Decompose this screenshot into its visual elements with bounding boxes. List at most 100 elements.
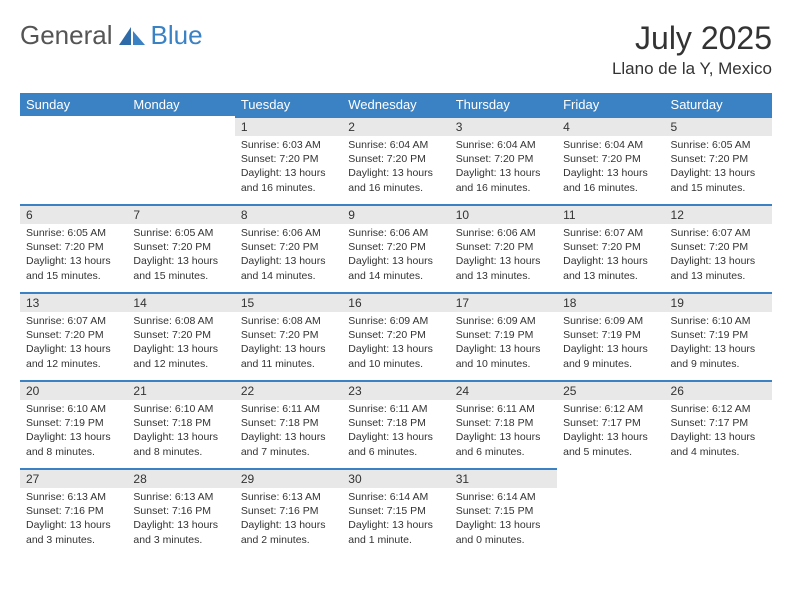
day-cell: 3Sunrise: 6:04 AMSunset: 7:20 PMDaylight…	[450, 116, 557, 204]
day-cell: 12Sunrise: 6:07 AMSunset: 7:20 PMDayligh…	[665, 204, 772, 292]
sunrise-text: Sunrise: 6:03 AM	[241, 138, 336, 152]
sunrise-text: Sunrise: 6:05 AM	[133, 226, 228, 240]
day-details: Sunrise: 6:14 AMSunset: 7:15 PMDaylight:…	[342, 488, 449, 549]
day-cell: 7Sunrise: 6:05 AMSunset: 7:20 PMDaylight…	[127, 204, 234, 292]
sunrise-text: Sunrise: 6:07 AM	[563, 226, 658, 240]
day-cell	[665, 468, 772, 556]
day-number: 15	[235, 292, 342, 312]
day-cell: 26Sunrise: 6:12 AMSunset: 7:17 PMDayligh…	[665, 380, 772, 468]
day-details: Sunrise: 6:08 AMSunset: 7:20 PMDaylight:…	[127, 312, 234, 373]
daylight-text: Daylight: 13 hours and 9 minutes.	[671, 342, 766, 370]
day-cell: 19Sunrise: 6:10 AMSunset: 7:19 PMDayligh…	[665, 292, 772, 380]
daylight-text: Daylight: 13 hours and 2 minutes.	[241, 518, 336, 546]
daylight-text: Daylight: 13 hours and 13 minutes.	[671, 254, 766, 282]
day-cell: 20Sunrise: 6:10 AMSunset: 7:19 PMDayligh…	[20, 380, 127, 468]
sunrise-text: Sunrise: 6:13 AM	[241, 490, 336, 504]
sunset-text: Sunset: 7:20 PM	[456, 240, 551, 254]
day-cell: 2Sunrise: 6:04 AMSunset: 7:20 PMDaylight…	[342, 116, 449, 204]
sunset-text: Sunset: 7:19 PM	[563, 328, 658, 342]
sunrise-text: Sunrise: 6:13 AM	[26, 490, 121, 504]
sunrise-text: Sunrise: 6:04 AM	[563, 138, 658, 152]
day-number: 19	[665, 292, 772, 312]
daylight-text: Daylight: 13 hours and 15 minutes.	[26, 254, 121, 282]
day-cell: 30Sunrise: 6:14 AMSunset: 7:15 PMDayligh…	[342, 468, 449, 556]
day-number: 8	[235, 204, 342, 224]
day-number: 20	[20, 380, 127, 400]
logo: General Blue	[20, 20, 203, 51]
month-title: July 2025	[612, 20, 772, 57]
day-number: 22	[235, 380, 342, 400]
sunrise-text: Sunrise: 6:09 AM	[348, 314, 443, 328]
sunset-text: Sunset: 7:20 PM	[241, 240, 336, 254]
sunset-text: Sunset: 7:20 PM	[241, 328, 336, 342]
day-header-wednesday: Wednesday	[342, 93, 449, 116]
day-cell: 8Sunrise: 6:06 AMSunset: 7:20 PMDaylight…	[235, 204, 342, 292]
sunrise-text: Sunrise: 6:08 AM	[241, 314, 336, 328]
sunrise-text: Sunrise: 6:14 AM	[348, 490, 443, 504]
daylight-text: Daylight: 13 hours and 10 minutes.	[348, 342, 443, 370]
day-header-saturday: Saturday	[665, 93, 772, 116]
daylight-text: Daylight: 13 hours and 6 minutes.	[348, 430, 443, 458]
sunrise-text: Sunrise: 6:10 AM	[26, 402, 121, 416]
day-cell: 4Sunrise: 6:04 AMSunset: 7:20 PMDaylight…	[557, 116, 664, 204]
sunset-text: Sunset: 7:20 PM	[348, 240, 443, 254]
daylight-text: Daylight: 13 hours and 16 minutes.	[563, 166, 658, 194]
day-number: 18	[557, 292, 664, 312]
day-details: Sunrise: 6:12 AMSunset: 7:17 PMDaylight:…	[665, 400, 772, 461]
day-cell: 6Sunrise: 6:05 AMSunset: 7:20 PMDaylight…	[20, 204, 127, 292]
daylight-text: Daylight: 13 hours and 3 minutes.	[133, 518, 228, 546]
day-number: 4	[557, 116, 664, 136]
day-details: Sunrise: 6:11 AMSunset: 7:18 PMDaylight:…	[450, 400, 557, 461]
day-details: Sunrise: 6:06 AMSunset: 7:20 PMDaylight:…	[450, 224, 557, 285]
day-details: Sunrise: 6:14 AMSunset: 7:15 PMDaylight:…	[450, 488, 557, 549]
daylight-text: Daylight: 13 hours and 3 minutes.	[26, 518, 121, 546]
day-details: Sunrise: 6:08 AMSunset: 7:20 PMDaylight:…	[235, 312, 342, 373]
sunrise-text: Sunrise: 6:06 AM	[456, 226, 551, 240]
daylight-text: Daylight: 13 hours and 1 minute.	[348, 518, 443, 546]
day-cell: 11Sunrise: 6:07 AMSunset: 7:20 PMDayligh…	[557, 204, 664, 292]
day-cell: 13Sunrise: 6:07 AMSunset: 7:20 PMDayligh…	[20, 292, 127, 380]
day-header-row: SundayMondayTuesdayWednesdayThursdayFrid…	[20, 93, 772, 116]
daylight-text: Daylight: 13 hours and 0 minutes.	[456, 518, 551, 546]
sunset-text: Sunset: 7:20 PM	[133, 328, 228, 342]
sunrise-text: Sunrise: 6:12 AM	[671, 402, 766, 416]
daylight-text: Daylight: 13 hours and 8 minutes.	[133, 430, 228, 458]
day-details: Sunrise: 6:04 AMSunset: 7:20 PMDaylight:…	[450, 136, 557, 197]
day-cell: 10Sunrise: 6:06 AMSunset: 7:20 PMDayligh…	[450, 204, 557, 292]
sunrise-text: Sunrise: 6:06 AM	[241, 226, 336, 240]
day-number: 5	[665, 116, 772, 136]
day-header-sunday: Sunday	[20, 93, 127, 116]
day-details: Sunrise: 6:06 AMSunset: 7:20 PMDaylight:…	[235, 224, 342, 285]
sunrise-text: Sunrise: 6:06 AM	[348, 226, 443, 240]
day-cell: 18Sunrise: 6:09 AMSunset: 7:19 PMDayligh…	[557, 292, 664, 380]
day-cell: 21Sunrise: 6:10 AMSunset: 7:18 PMDayligh…	[127, 380, 234, 468]
day-number: 28	[127, 468, 234, 488]
day-number: 29	[235, 468, 342, 488]
day-details: Sunrise: 6:13 AMSunset: 7:16 PMDaylight:…	[127, 488, 234, 549]
sunrise-text: Sunrise: 6:11 AM	[348, 402, 443, 416]
day-number: 30	[342, 468, 449, 488]
day-number: 17	[450, 292, 557, 312]
daylight-text: Daylight: 13 hours and 15 minutes.	[671, 166, 766, 194]
page-header: General Blue July 2025 Llano de la Y, Me…	[20, 20, 772, 79]
day-number: 12	[665, 204, 772, 224]
day-details: Sunrise: 6:09 AMSunset: 7:19 PMDaylight:…	[450, 312, 557, 373]
sunset-text: Sunset: 7:20 PM	[348, 152, 443, 166]
daylight-text: Daylight: 13 hours and 5 minutes.	[563, 430, 658, 458]
day-details: Sunrise: 6:10 AMSunset: 7:18 PMDaylight:…	[127, 400, 234, 461]
logo-sail-icon	[117, 25, 147, 47]
day-number: 7	[127, 204, 234, 224]
day-cell: 17Sunrise: 6:09 AMSunset: 7:19 PMDayligh…	[450, 292, 557, 380]
sunrise-text: Sunrise: 6:09 AM	[456, 314, 551, 328]
daylight-text: Daylight: 13 hours and 15 minutes.	[133, 254, 228, 282]
daylight-text: Daylight: 13 hours and 12 minutes.	[133, 342, 228, 370]
day-cell: 22Sunrise: 6:11 AMSunset: 7:18 PMDayligh…	[235, 380, 342, 468]
day-number: 24	[450, 380, 557, 400]
day-number: 25	[557, 380, 664, 400]
daylight-text: Daylight: 13 hours and 9 minutes.	[563, 342, 658, 370]
daylight-text: Daylight: 13 hours and 16 minutes.	[241, 166, 336, 194]
sunset-text: Sunset: 7:17 PM	[671, 416, 766, 430]
daylight-text: Daylight: 13 hours and 4 minutes.	[671, 430, 766, 458]
day-number: 6	[20, 204, 127, 224]
day-details: Sunrise: 6:07 AMSunset: 7:20 PMDaylight:…	[20, 312, 127, 373]
